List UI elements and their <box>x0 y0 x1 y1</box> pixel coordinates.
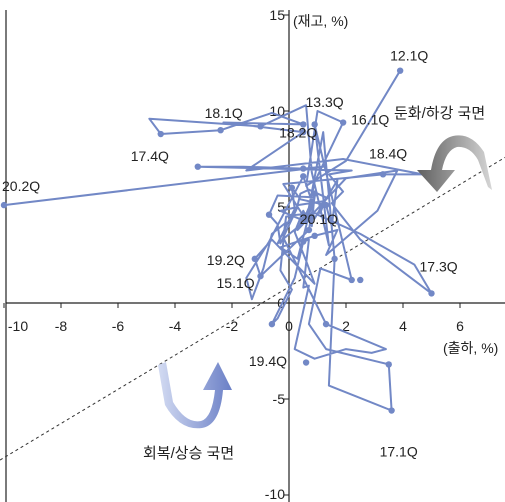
data-point <box>311 190 318 197</box>
data-point <box>331 255 338 263</box>
data-point <box>157 130 164 138</box>
data-point <box>300 121 307 128</box>
data-point <box>217 127 224 134</box>
blue-cycle-arrow-icon <box>158 362 232 429</box>
axes: -10 -8 -6 -4 -2 0 2 4 6 15 10 5 0 -5 -10 (재고, %) (출하, %) <box>3 7 505 502</box>
diagonal-guide-line <box>0 156 505 461</box>
data-point <box>348 276 355 284</box>
y-tick-label: 0 <box>277 295 285 311</box>
data-label: 13.3Q <box>306 94 344 110</box>
data-point <box>300 173 307 180</box>
data-point <box>385 361 392 368</box>
data-point <box>300 128 307 136</box>
x-tick-label: 4 <box>399 318 407 334</box>
slowdown-phase-label: 둔화/하강 국면 <box>394 105 485 122</box>
y-tick-label: -5 <box>273 391 286 407</box>
data-label: 18.1Q <box>205 105 243 121</box>
data-label: 20.1Q <box>300 211 338 227</box>
data-label: 16.1Q <box>351 112 389 128</box>
data-label: 17.1Q <box>380 444 418 460</box>
data-point <box>0 201 8 209</box>
data-label: 12.1Q <box>390 48 428 64</box>
data-point <box>288 184 296 191</box>
data-point <box>379 171 387 178</box>
y-axis-title: (재고, %) <box>293 13 348 29</box>
data-label: 19.2Q <box>207 252 245 268</box>
data-point <box>428 290 435 297</box>
x-tick-label: 0 <box>285 318 293 334</box>
x-axis-title: (출하, %) <box>443 340 498 356</box>
data-point <box>322 201 330 209</box>
data-point <box>257 272 264 280</box>
data-point <box>257 123 264 130</box>
data-point <box>388 407 395 414</box>
x-tick-label: -2 <box>226 318 239 334</box>
data-point <box>268 320 276 328</box>
data-label: 18.2Q <box>279 124 317 140</box>
x-tick-label: -10 <box>8 318 28 334</box>
data-point <box>300 238 307 245</box>
data-point <box>251 255 258 263</box>
x-tick-label: -8 <box>55 318 68 334</box>
data-label: 15.1Q <box>217 275 255 291</box>
data-label: 17.3Q <box>420 258 458 274</box>
data-point <box>265 211 273 218</box>
data-point <box>308 213 315 220</box>
guide-line <box>0 156 505 461</box>
recovery-phase-label: 회복/상승 국면 <box>143 445 234 462</box>
markers-group <box>0 67 435 414</box>
x-tick-label: -6 <box>112 318 125 334</box>
data-label: 17.4Q <box>131 148 169 164</box>
data-point <box>322 320 330 328</box>
data-point <box>305 226 313 234</box>
x-tick-label: 2 <box>342 318 350 334</box>
data-label: 19.4Q <box>249 353 287 369</box>
data-point <box>339 119 347 126</box>
data-point <box>311 232 318 239</box>
data-label: 20.2Q <box>2 178 40 194</box>
x-tick-label: -4 <box>169 318 182 334</box>
labels-group: 12.1Q 18.1Q 13.3Q 16.1Q 18.2Q 17.4Q 18.4Q 20.2Q… <box>2 48 458 460</box>
data-point <box>194 163 201 170</box>
data-point <box>357 276 364 284</box>
y-tick-label: -10 <box>265 486 285 502</box>
y-tick-label: 5 <box>277 199 285 215</box>
data-point <box>300 165 307 172</box>
data-label: 18.4Q <box>369 145 407 161</box>
y-tick-label: 15 <box>269 7 285 23</box>
data-point <box>302 359 310 366</box>
x-tick-label: 6 <box>456 318 464 334</box>
data-point <box>311 121 318 128</box>
gray-cycle-arrow-icon <box>417 135 492 192</box>
y-tick-label: 10 <box>269 103 285 119</box>
data-point <box>396 67 404 74</box>
